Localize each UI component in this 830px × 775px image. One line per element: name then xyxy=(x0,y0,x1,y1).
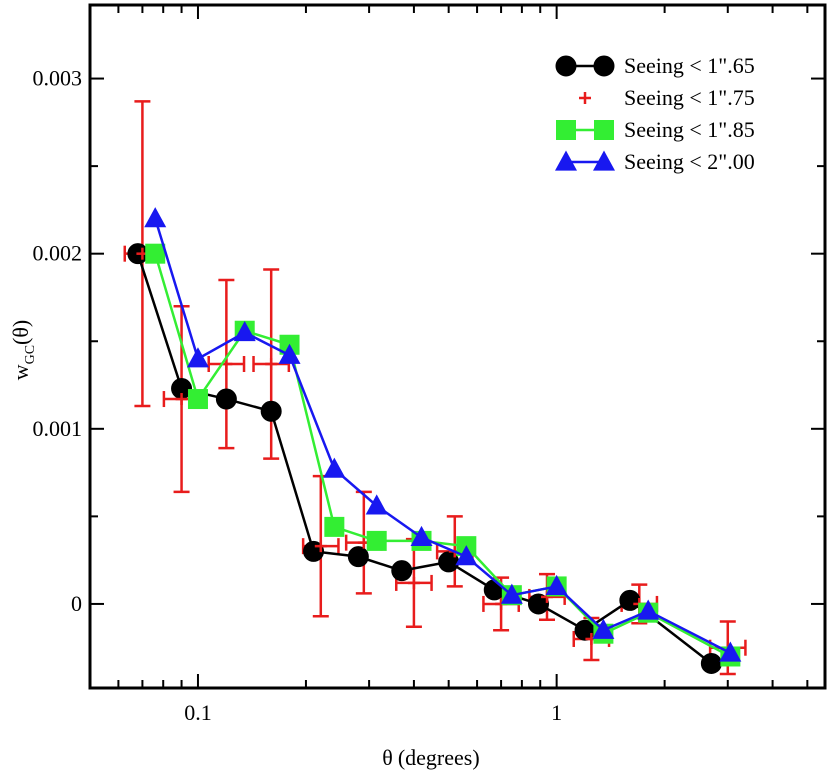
x-axis-label: θ (degrees) xyxy=(382,745,479,770)
legend-marker xyxy=(555,150,577,171)
y-axis-label-base: w xyxy=(8,364,33,380)
data-point-circle xyxy=(391,560,413,582)
legend-label: Seeing < 1".65 xyxy=(624,53,755,78)
series-1 xyxy=(127,243,722,674)
legend-marker xyxy=(593,55,615,77)
legend-entry: Seeing < 2".00 xyxy=(555,149,755,174)
legend-marker xyxy=(555,55,577,77)
data-point-triangle xyxy=(637,599,660,620)
data-point-triangle xyxy=(545,574,568,596)
x-tick-label: 0.1 xyxy=(184,700,212,725)
x-axis-label-units: (degrees) xyxy=(398,745,480,770)
data-point-triangle xyxy=(592,618,615,639)
legend-entry: Seeing < 1".75 xyxy=(579,85,755,110)
legend-marker xyxy=(579,92,591,104)
data-point-triangle xyxy=(233,320,256,342)
y-tick-label: 0.002 xyxy=(33,241,83,266)
series-4 xyxy=(144,207,742,662)
legend-label: Seeing < 1".85 xyxy=(624,117,755,142)
y-axis-label-sub: GC xyxy=(23,345,38,364)
data-point-triangle xyxy=(365,494,388,515)
data-point-plus xyxy=(407,576,420,589)
data-point-triangle xyxy=(186,347,209,368)
series-line xyxy=(154,253,731,658)
data-point-triangle xyxy=(455,545,478,566)
data-point-circle xyxy=(347,546,369,568)
data-point-triangle xyxy=(719,641,742,662)
data-point-square xyxy=(187,389,208,410)
axes-layer: 0.1 1 0 0.001 0.002 0.003 xyxy=(33,3,827,725)
data-point-triangle xyxy=(278,343,301,364)
legend-entry: Seeing < 1".85 xyxy=(556,117,755,142)
data-point-triangle xyxy=(323,457,346,478)
data-point-triangle xyxy=(500,583,523,604)
data-point-triangle xyxy=(144,207,167,228)
data-point-square xyxy=(324,516,345,537)
error-bars-layer xyxy=(123,100,747,676)
legend-marker xyxy=(556,120,576,140)
data-point-square xyxy=(145,243,166,264)
legend-marker xyxy=(593,150,615,171)
x-tick-label: 1 xyxy=(551,700,562,725)
y-tick-label: 0.003 xyxy=(33,66,83,91)
data-point-circle xyxy=(700,652,722,674)
data-point-circle xyxy=(215,388,237,410)
plot-frame xyxy=(88,3,827,690)
legend-label: Seeing < 2".00 xyxy=(624,149,755,174)
data-point-plus xyxy=(314,540,327,553)
data-point-plus xyxy=(175,393,188,406)
x-axis-label-symbol: θ xyxy=(382,745,393,770)
data-point-square xyxy=(366,530,387,551)
y-axis-label-arg: (θ) xyxy=(8,320,33,345)
series-line xyxy=(154,218,731,655)
data-point-circle xyxy=(527,593,549,615)
y-tick-label: 0.001 xyxy=(33,416,83,441)
series-layer xyxy=(127,207,742,674)
legend-entry: Seeing < 1".65 xyxy=(555,53,755,78)
legend-marker xyxy=(594,120,614,140)
data-point-circle xyxy=(260,400,282,422)
data-point-triangle xyxy=(410,525,433,547)
series-3 xyxy=(145,243,741,667)
legend-label: Seeing < 1".75 xyxy=(624,85,755,110)
data-point-circle xyxy=(619,589,641,611)
y-axis-label: wGC(θ) xyxy=(8,320,38,381)
y-tick-label: 0 xyxy=(71,591,82,616)
legend: Seeing < 1".65 Seeing < 1".75 Seeing < 1".… xyxy=(555,53,755,174)
data-point-plus xyxy=(265,358,278,371)
